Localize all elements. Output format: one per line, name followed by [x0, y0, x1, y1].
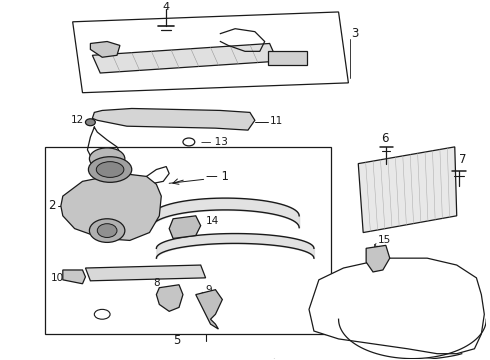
Text: 7: 7 [459, 153, 466, 166]
Ellipse shape [98, 224, 117, 238]
Text: 5: 5 [173, 334, 181, 347]
Polygon shape [358, 147, 457, 233]
Polygon shape [156, 285, 183, 311]
Ellipse shape [89, 219, 125, 242]
Polygon shape [92, 108, 255, 130]
Polygon shape [85, 265, 206, 281]
Bar [268, 51, 307, 65]
Ellipse shape [89, 148, 125, 170]
Polygon shape [90, 41, 120, 57]
Polygon shape [366, 246, 390, 272]
Text: 3: 3 [351, 27, 359, 40]
Polygon shape [73, 12, 348, 93]
Polygon shape [309, 258, 484, 354]
Ellipse shape [88, 157, 132, 182]
Ellipse shape [85, 119, 96, 126]
Text: 12: 12 [71, 115, 84, 125]
Text: 9: 9 [206, 285, 212, 295]
Text: 6: 6 [381, 132, 389, 145]
Bar [45, 147, 331, 334]
Ellipse shape [97, 162, 124, 177]
Polygon shape [169, 216, 201, 238]
Text: 2: 2 [48, 199, 55, 212]
Polygon shape [196, 290, 222, 329]
Polygon shape [92, 44, 277, 73]
Text: — 1: — 1 [206, 170, 229, 183]
Text: 15: 15 [378, 235, 391, 246]
Text: 10: 10 [51, 273, 64, 283]
Text: 8: 8 [153, 278, 160, 288]
Text: — 13: — 13 [201, 137, 227, 147]
Text: 14: 14 [206, 216, 219, 226]
Text: 11: 11 [270, 116, 283, 126]
Polygon shape [61, 174, 161, 240]
Polygon shape [63, 270, 85, 284]
Text: 4: 4 [162, 2, 170, 12]
